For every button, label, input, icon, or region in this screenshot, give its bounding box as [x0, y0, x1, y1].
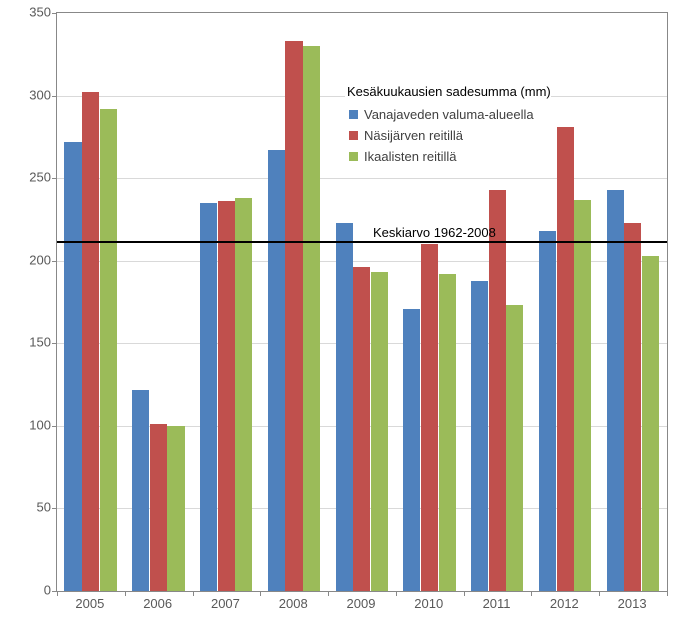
x-tick-mark — [193, 591, 194, 596]
legend-label: Ikaalisten reitillä — [364, 149, 457, 164]
legend-item: Ikaalisten reitillä — [345, 149, 551, 164]
legend-label: Näsijärven reitillä — [364, 128, 463, 143]
reference-line-label: Keskiarvo 1962-2008 — [373, 225, 496, 240]
legend-swatch — [349, 131, 358, 140]
bar — [285, 41, 302, 591]
bar — [371, 272, 388, 591]
x-tick-mark — [260, 591, 261, 596]
bar — [167, 426, 184, 591]
x-tick-label: 2008 — [279, 596, 308, 611]
y-tick-mark — [52, 508, 57, 509]
bar — [150, 424, 167, 591]
y-tick-label: 100 — [11, 417, 51, 432]
legend-item: Näsijärven reitillä — [345, 128, 551, 143]
y-tick-mark — [52, 426, 57, 427]
bar — [268, 150, 285, 591]
x-tick-mark — [328, 591, 329, 596]
legend-title: Kesäkuukausien sadesumma (mm) — [345, 84, 551, 99]
y-tick-mark — [52, 343, 57, 344]
x-tick-mark — [125, 591, 126, 596]
legend-label: Vanajaveden valuma-alueella — [364, 107, 534, 122]
bar — [421, 244, 438, 591]
y-tick-label: 200 — [11, 252, 51, 267]
x-tick-label: 2009 — [347, 596, 376, 611]
y-tick-label: 350 — [11, 5, 51, 20]
legend: Kesäkuukausien sadesumma (mm) Vanajaveden… — [345, 80, 551, 174]
y-tick-label: 50 — [11, 500, 51, 515]
y-tick-label: 0 — [11, 583, 51, 598]
x-tick-mark — [599, 591, 600, 596]
x-tick-label: 2006 — [143, 596, 172, 611]
y-tick-label: 250 — [11, 170, 51, 185]
bar — [574, 200, 591, 591]
bar — [336, 223, 353, 591]
gridline — [57, 178, 667, 179]
y-tick-mark — [52, 96, 57, 97]
bar — [200, 203, 217, 591]
bar — [642, 256, 659, 591]
legend-swatch — [349, 110, 358, 119]
bar — [235, 198, 252, 591]
y-tick-label: 150 — [11, 335, 51, 350]
bar — [439, 274, 456, 591]
bar — [132, 390, 149, 591]
bar — [607, 190, 624, 591]
bar — [82, 92, 99, 591]
x-tick-label: 2005 — [75, 596, 104, 611]
bar — [303, 46, 320, 591]
x-tick-label: 2013 — [618, 596, 647, 611]
y-tick-mark — [52, 178, 57, 179]
bar — [557, 127, 574, 591]
x-tick-mark — [464, 591, 465, 596]
x-tick-label: 2007 — [211, 596, 240, 611]
bar — [403, 309, 420, 591]
reference-line — [57, 241, 667, 243]
bar — [624, 223, 641, 591]
x-tick-mark — [531, 591, 532, 596]
bar — [539, 231, 556, 591]
x-tick-label: 2010 — [414, 596, 443, 611]
bar — [489, 190, 506, 591]
chart-container: Keskiarvo 1962-2008 0 50 100 150 200 250 300 35… — [0, 0, 683, 627]
y-tick-label: 300 — [11, 87, 51, 102]
bar — [100, 109, 117, 591]
bar — [353, 267, 370, 591]
y-tick-mark — [52, 13, 57, 14]
bar — [64, 142, 81, 591]
x-tick-mark — [396, 591, 397, 596]
y-tick-mark — [52, 261, 57, 262]
bar — [218, 201, 235, 591]
x-tick-mark — [667, 591, 668, 596]
x-tick-label: 2012 — [550, 596, 579, 611]
bar — [506, 305, 523, 591]
legend-swatch — [349, 152, 358, 161]
bar — [471, 281, 488, 591]
x-tick-mark — [57, 591, 58, 596]
x-tick-label: 2011 — [483, 596, 511, 611]
legend-item: Vanajaveden valuma-alueella — [345, 107, 551, 122]
